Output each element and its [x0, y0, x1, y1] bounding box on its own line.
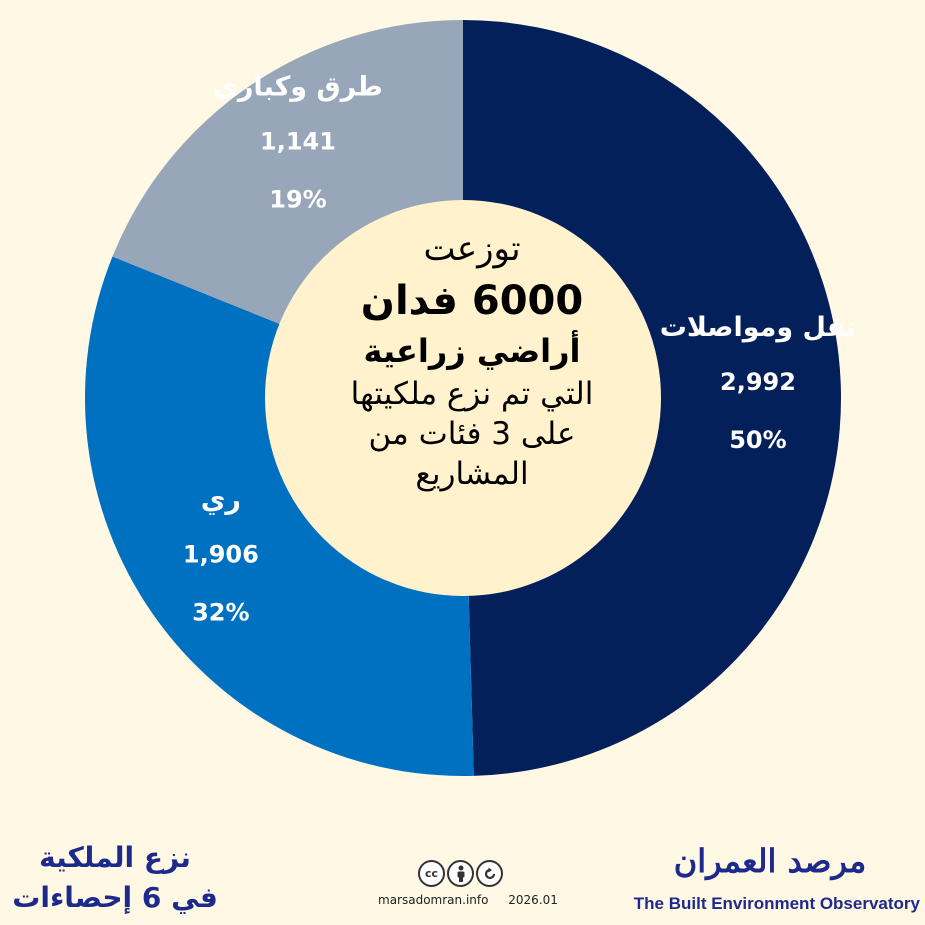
slice-labels: نقل ومواصلات 2,992 50% ري 1,906 32% طرق وكباري…	[183, 71, 856, 626]
center-caption: توزعت 6000 فدان أراضي زراعية التي تم نزع…	[262, 224, 682, 494]
series-title-line-2: في 6 إحصاءات	[12, 881, 218, 914]
donut-center	[265, 200, 661, 596]
slice-value-1: 1,906	[183, 540, 259, 568]
series-title: نزع الملكية في 6 إحصاءات	[10, 838, 220, 918]
publish-date: 2026.01	[508, 893, 558, 907]
slice-label-0: نقل ومواصلات	[660, 312, 856, 343]
slice-percent-0: 50%	[729, 426, 786, 454]
series-title-line-1: نزع الملكية	[39, 841, 191, 874]
slice-value-0: 2,992	[720, 368, 796, 396]
center-line-4: التي تم نزع ملكيتها	[350, 376, 594, 412]
center-line-6: المشاريع	[415, 456, 529, 492]
website-link[interactable]: marsadomran.info	[378, 893, 489, 907]
slice-value-2: 1,141	[260, 127, 336, 155]
slice-percent-2: 19%	[269, 185, 326, 213]
slice-label-1: ري	[201, 484, 241, 515]
slice-label-2: طرق وكباري	[213, 71, 383, 102]
sa-icon	[476, 860, 503, 887]
brand-logo-arabic: مرصد العمران	[673, 842, 867, 880]
cc-icon: cc	[418, 860, 445, 887]
license-badges: cc	[418, 860, 503, 887]
footer-meta: marsadomran.info 2026.01	[378, 893, 572, 907]
center-total: 6000 فدان	[360, 278, 584, 324]
center-line-5: على 3 فئات من	[368, 416, 576, 452]
brand-name-english: The Built Environment Observatory	[633, 894, 920, 913]
center-line-1: توزعت	[423, 229, 521, 269]
slice-percent-1: 32%	[192, 598, 249, 626]
center-line-3: أراضي زراعية	[363, 332, 581, 370]
by-icon	[447, 860, 474, 887]
